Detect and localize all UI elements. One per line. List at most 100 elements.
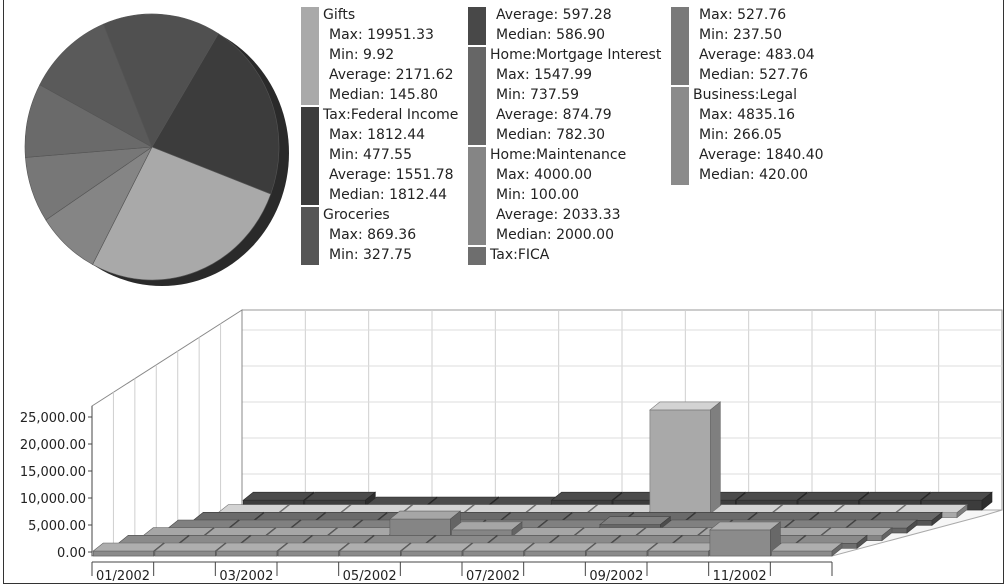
legend-stat: Min: 737.59: [496, 87, 579, 103]
bar-top: [710, 504, 783, 513]
bar-top: [585, 542, 658, 552]
bar-top: [254, 512, 327, 521]
legend-swatch: [301, 107, 319, 205]
bar-top: [450, 521, 523, 531]
pie-chart: [24, 13, 289, 286]
bar-top: [512, 527, 585, 536]
bar-business-legal-07-2002: [462, 542, 535, 557]
bar-top: [770, 542, 843, 552]
legend-series-name: Groceries: [323, 207, 390, 223]
bar-top: [610, 535, 683, 544]
bar-top: [142, 527, 215, 536]
legend-stat: Median: 145.80: [329, 87, 439, 103]
report-chart-panel: Gifts Max: 19951.33 Min: 9.92 Average: 2171…: [3, 0, 1004, 584]
legend-stat: Min: 100.00: [496, 187, 579, 203]
bar-business-legal-10-2002: [647, 542, 720, 557]
y-tick-label: 25,000.00: [20, 411, 86, 426]
legend-stat: Median: 586.90: [496, 27, 606, 43]
legend-stat: Max: 4835.16: [699, 107, 796, 123]
bar-top: [895, 504, 968, 513]
y-tick-label: 20,000.00: [20, 438, 86, 453]
legend-swatch: [468, 247, 486, 265]
legend-stat: Median: 1812.44: [329, 187, 447, 203]
x-axis: 01/2002 03/2002 05/2002 07/2002 09/2002 11/20…: [91, 561, 833, 584]
pie-slice: [39, 23, 153, 148]
bar-top: [215, 542, 288, 552]
bar-top: [277, 542, 350, 552]
x-tick-label: 07/2002: [466, 569, 520, 584]
bar-top: [820, 527, 893, 536]
bar-top: [327, 527, 400, 536]
bar-top: [574, 527, 647, 536]
bar-top: [587, 504, 660, 513]
legend-stat: Min: 327.75: [329, 247, 412, 263]
legend-stat: Max: 1547.99: [496, 67, 593, 83]
bar-top: [167, 519, 240, 529]
bar-top: [647, 542, 720, 552]
bar-top: [192, 512, 265, 521]
legend-stat: Average: 2171.62: [329, 67, 454, 83]
bar-front: [709, 529, 771, 557]
bar-top: [550, 491, 623, 501]
legend-stat: Average: 2033.33: [496, 207, 621, 223]
bar-top: [834, 504, 907, 513]
bar-business-legal-12-2002: [770, 542, 843, 557]
bar-top: [302, 535, 375, 544]
x-tick-label: 05/2002: [343, 569, 397, 584]
bar-front: [92, 550, 154, 557]
bar-front: [339, 550, 401, 557]
legend-stat: Average: 1551.78: [329, 167, 454, 183]
legend-swatch: [468, 147, 486, 245]
bar-top: [809, 512, 882, 521]
bar-side: [881, 527, 893, 542]
bar-side: [831, 542, 843, 557]
bar-side: [710, 401, 721, 519]
bar-top: [154, 542, 227, 552]
bar-top: [389, 510, 462, 520]
x-tick-label: 11/2002: [713, 569, 767, 584]
bar-top: [464, 504, 537, 513]
legend-series-name: Gifts: [323, 7, 356, 23]
bar-top: [709, 521, 782, 531]
legend-stat: Max: 527.76: [699, 7, 787, 23]
bar-top: [649, 401, 722, 411]
bar-top: [859, 491, 932, 501]
bar-business-legal-09-2002: [585, 542, 658, 557]
legend-stat: Max: 19951.33: [329, 27, 434, 43]
bar-front: [401, 550, 463, 557]
pie-slice: [103, 13, 219, 148]
bar-top: [365, 496, 438, 506]
bar-side: [981, 491, 993, 511]
bar-top: [747, 512, 820, 521]
bar-top: [364, 535, 437, 544]
bar-business-legal-06-2002: [400, 542, 473, 557]
bar-top: [462, 542, 535, 552]
bar-top: [797, 491, 870, 501]
x-tick-label: 03/2002: [219, 569, 273, 584]
bar-top: [339, 542, 412, 552]
bar-gifts-08-2002: [649, 401, 722, 519]
bar-top: [772, 504, 845, 513]
bar-top: [304, 491, 377, 501]
legend-stat: Median: 527.76: [699, 67, 809, 83]
legend-stat: Median: 782.30: [496, 127, 606, 143]
bar-top: [549, 535, 622, 544]
legend-swatch: [301, 7, 319, 105]
x-tick-label: 09/2002: [589, 569, 643, 584]
bar-front: [771, 550, 833, 557]
legend-stat: Average: 597.28: [496, 7, 612, 23]
legend-series-name: Home:Maintenance: [490, 147, 627, 163]
legend-stat: Min: 266.05: [699, 127, 782, 143]
bar-top: [537, 519, 610, 529]
bar-top: [635, 527, 708, 536]
legend-stat: Average: 483.04: [699, 47, 815, 63]
legend-stat: Median: 2000.00: [496, 227, 614, 243]
bar-top: [735, 491, 808, 501]
bar-front: [647, 550, 709, 557]
bar-top: [599, 516, 672, 525]
y-tick-label: 5,000.00: [28, 519, 86, 534]
bar-top: [179, 535, 252, 544]
legend-series-name: Tax:FICA: [490, 247, 550, 263]
legend-series-name: Home:Mortgage Interest: [490, 47, 662, 63]
bar-business-legal-04-2002: [277, 542, 350, 557]
